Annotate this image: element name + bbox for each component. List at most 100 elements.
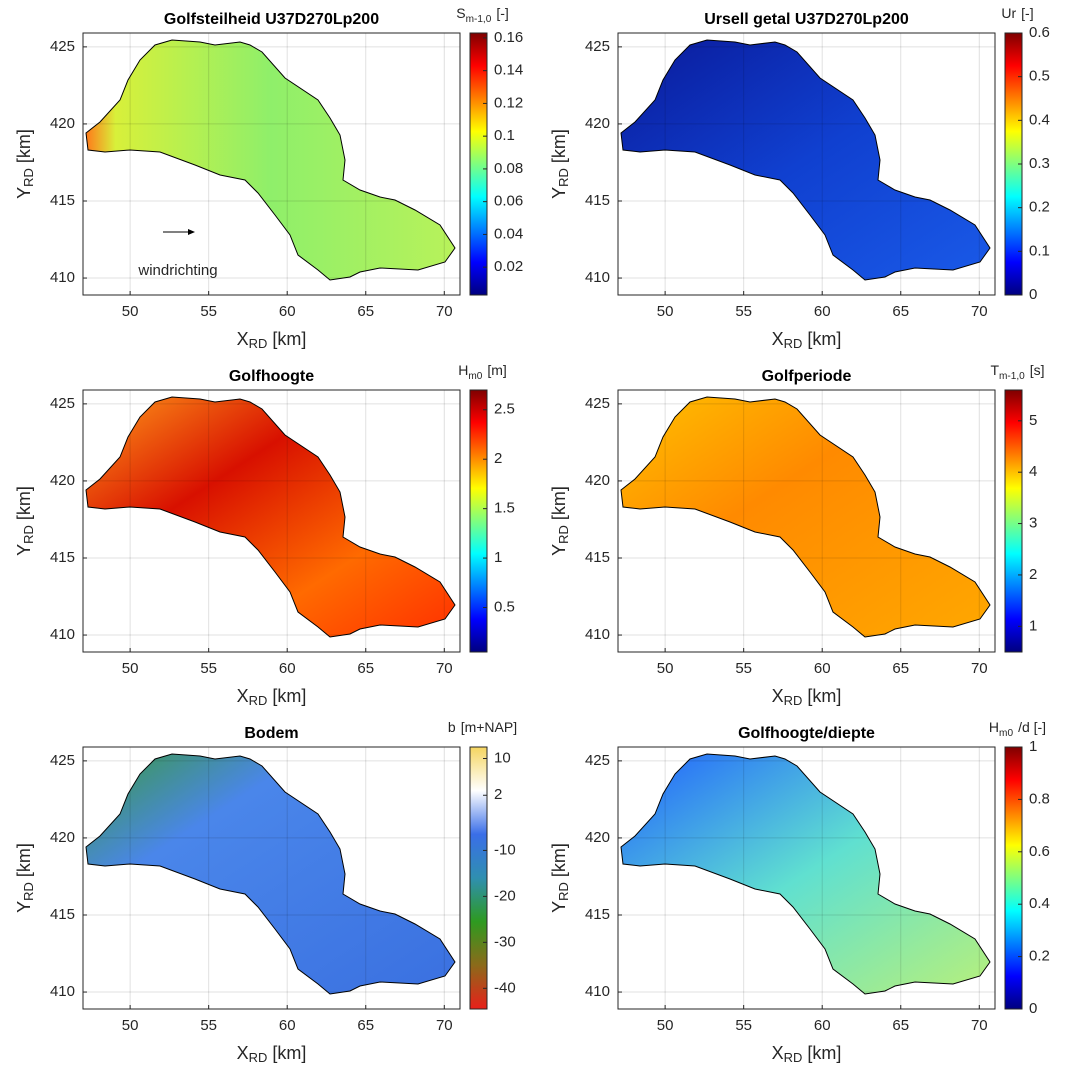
colorbar-tick-label: 0.02 <box>494 258 523 275</box>
colorbar-tick-label: 1.5 <box>494 500 515 517</box>
plot-frame <box>82 389 461 653</box>
x-axis-label: XRD [km] <box>237 1043 307 1066</box>
colorbar-tick-label: 5 <box>1029 412 1037 429</box>
colorbar-label: Tm-1,0 [s] <box>990 362 1044 382</box>
x-tick-label: 55 <box>200 1017 217 1034</box>
x-tick-label: 60 <box>279 660 296 677</box>
colorbar-tick-label: 0 <box>1029 286 1037 303</box>
map-field <box>85 396 456 638</box>
x-tick-label: 55 <box>735 1017 752 1034</box>
colorbar-tick-label: 1 <box>494 549 502 566</box>
x-axis-label: XRD [km] <box>237 329 307 352</box>
colorbar <box>1004 746 1023 1010</box>
panel-title: Golfperiode <box>762 368 852 385</box>
plot-frame <box>617 746 996 1010</box>
x-tick-label: 70 <box>971 303 988 320</box>
y-tick-label: 410 <box>585 269 610 286</box>
x-tick-label: 60 <box>279 303 296 320</box>
y-tick-label: 425 <box>50 38 75 55</box>
x-tick-label: 55 <box>200 303 217 320</box>
colorbar-tick-label: 0.6 <box>1029 843 1050 860</box>
x-tick-label: 65 <box>357 303 374 320</box>
y-tick-label: 425 <box>585 752 610 769</box>
plot-frame <box>617 32 996 296</box>
colorbar-tick-label: 0.2 <box>1029 948 1050 965</box>
x-tick-label: 70 <box>436 1017 453 1034</box>
y-tick-label: 410 <box>585 983 610 1000</box>
colorbar-tick-label: 0.3 <box>1029 155 1050 172</box>
y-tick-label: 420 <box>50 472 75 489</box>
x-tick-label: 60 <box>814 660 831 677</box>
map-field <box>85 39 456 281</box>
plot-frame <box>617 389 996 653</box>
plot-frame <box>82 32 461 296</box>
y-tick-label: 425 <box>50 752 75 769</box>
colorbar-tick-label: 3 <box>1029 515 1037 532</box>
panel-title: Golfhoogte <box>229 368 314 385</box>
x-tick-label: 50 <box>657 1017 674 1034</box>
colorbar-tick-label: 4 <box>1029 463 1037 480</box>
y-tick-label: 425 <box>585 38 610 55</box>
x-tick-label: 70 <box>971 660 988 677</box>
colorbar-tick-label: -20 <box>494 887 516 904</box>
y-tick-label: 425 <box>50 395 75 412</box>
x-tick-label: 65 <box>892 660 909 677</box>
x-tick-label: 65 <box>357 1017 374 1034</box>
colorbar-tick-label: -40 <box>494 979 516 996</box>
colorbar-tick-label: 1 <box>1029 738 1037 755</box>
x-tick-label: 50 <box>122 303 139 320</box>
colorbar-tick-label: 0.5 <box>494 598 515 615</box>
panel-title: Bodem <box>244 725 298 742</box>
colorbar-tick-label: 0.04 <box>494 225 523 242</box>
y-axis-label: YRD[km] <box>549 129 572 199</box>
map-field <box>620 753 991 995</box>
colorbar-tick-label: 0.2 <box>1029 199 1050 216</box>
colorbar-tick-label: -30 <box>494 933 516 950</box>
y-axis-label: YRD[km] <box>549 843 572 913</box>
x-axis-label: XRD [km] <box>772 329 842 352</box>
colorbar-tick-label: 2.5 <box>494 401 515 418</box>
x-tick-label: 60 <box>814 1017 831 1034</box>
colorbar-tick-label: 0.4 <box>1029 111 1050 128</box>
colorbar-tick-label: 0.16 <box>494 29 523 46</box>
colorbar-tick-label: 0.1 <box>1029 242 1050 259</box>
x-tick-label: 50 <box>657 660 674 677</box>
colorbar-tick-label: 2 <box>494 450 502 467</box>
x-tick-label: 50 <box>122 1017 139 1034</box>
colorbar-tick-label: 0.12 <box>494 94 523 111</box>
colorbar <box>1004 389 1023 653</box>
y-tick-label: 420 <box>50 829 75 846</box>
x-tick-label: 60 <box>279 1017 296 1034</box>
y-tick-label: 420 <box>585 829 610 846</box>
map-field <box>85 753 456 995</box>
panel-title: Ursell getal U37D270Lp200 <box>704 11 909 28</box>
x-tick-label: 70 <box>436 660 453 677</box>
colorbar-label: Sm-1,0 [-] <box>456 5 509 25</box>
colorbar-tick-label: 2 <box>1029 566 1037 583</box>
colorbar-tick-label: 0.06 <box>494 193 523 210</box>
y-axis-label: YRD[km] <box>14 843 37 913</box>
x-tick-label: 55 <box>735 303 752 320</box>
x-tick-label: 50 <box>122 660 139 677</box>
colorbar-tick-label: -10 <box>494 841 516 858</box>
y-axis-label: YRD[km] <box>14 129 37 199</box>
colorbar-tick-label: 0.08 <box>494 160 523 177</box>
map-field <box>620 396 991 638</box>
x-tick-label: 55 <box>200 660 217 677</box>
map-field <box>620 39 991 281</box>
y-tick-label: 415 <box>50 549 75 566</box>
colorbar-label: Hm0/d [-] <box>989 719 1046 739</box>
x-tick-label: 65 <box>892 1017 909 1034</box>
colorbar-tick-label: 10 <box>494 749 511 766</box>
y-tick-label: 420 <box>50 115 75 132</box>
y-tick-label: 410 <box>50 626 75 643</box>
annotation: windrichting <box>137 262 217 279</box>
x-tick-label: 55 <box>735 660 752 677</box>
y-axis-label: YRD[km] <box>549 486 572 556</box>
colorbar-tick-label: 0.14 <box>494 62 523 79</box>
y-tick-label: 415 <box>50 906 75 923</box>
colorbar-tick-label: 0.4 <box>1029 895 1050 912</box>
x-tick-label: 65 <box>892 303 909 320</box>
panel-title: Golfhoogte/diepte <box>738 725 875 742</box>
